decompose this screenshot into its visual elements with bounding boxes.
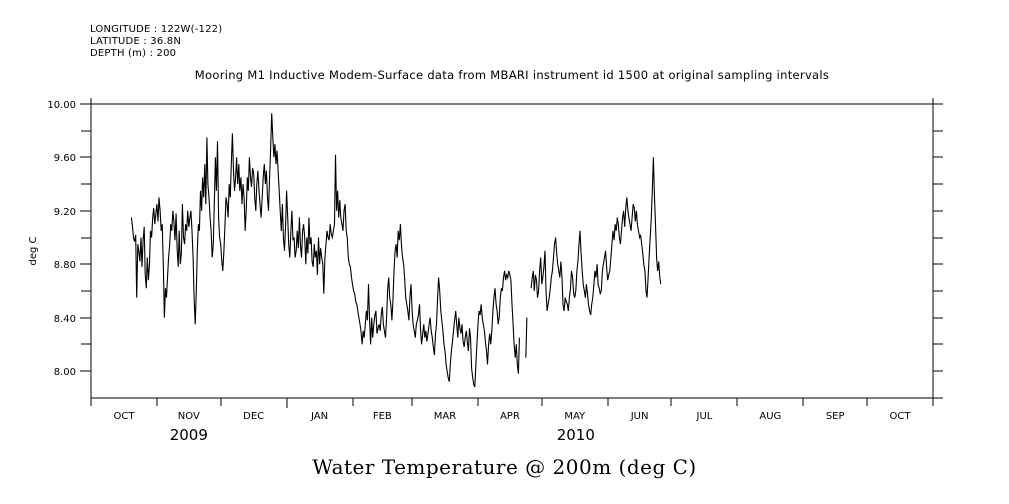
series-layer: [130, 113, 662, 388]
y-tick-label: 8.00: [54, 367, 76, 378]
x-month-label: JUL: [696, 411, 713, 422]
x-year-label: 2010: [557, 426, 595, 444]
x-axis: OCT NOV DEC JAN FEB MAR APR MAY JUN JUL AUG SEP OCT 2…: [90, 398, 934, 444]
x-month-label: FEB: [373, 411, 392, 422]
x-month-label: OCT: [113, 411, 135, 422]
y-axis-right: [933, 103, 943, 399]
y-tick-label: 8.40: [54, 314, 76, 325]
x-month-label: MAR: [434, 411, 456, 422]
latitude-label: LATITUDE : 36.8N: [90, 36, 182, 47]
y-tick-label: 8.80: [54, 260, 76, 271]
chart-title: Water Temperature @ 200m (deg C): [312, 455, 697, 479]
x-month-label: NOV: [178, 411, 200, 422]
x-month-label: SEP: [826, 411, 845, 422]
x-month-label: APR: [500, 411, 520, 422]
x-month-label: AUG: [759, 411, 781, 422]
plot-frame: [90, 98, 934, 405]
y-tick-label: 9.60: [54, 153, 76, 164]
x-month-label: DEC: [243, 411, 264, 422]
y-axis: 8.00 8.40 8.80 9.20 9.60 10.00: [47, 100, 91, 378]
y-axis-label: deg C: [28, 236, 39, 265]
longitude-label: LONGITUDE : 122W(-122): [90, 24, 223, 35]
x-month-label: OCT: [890, 411, 912, 422]
x-month-label: JUN: [630, 411, 649, 422]
x-year-label: 2009: [170, 426, 208, 444]
y-tick-label: 9.20: [54, 207, 76, 218]
x-month-label: JAN: [310, 411, 328, 422]
chart-subtitle: Mooring M1 Inductive Modem-Surface data …: [194, 68, 830, 82]
y-tick-label: 10.00: [47, 100, 76, 111]
x-month-label: MAY: [564, 411, 586, 422]
depth-label: DEPTH (m) : 200: [90, 48, 177, 59]
series-line: [130, 113, 662, 388]
